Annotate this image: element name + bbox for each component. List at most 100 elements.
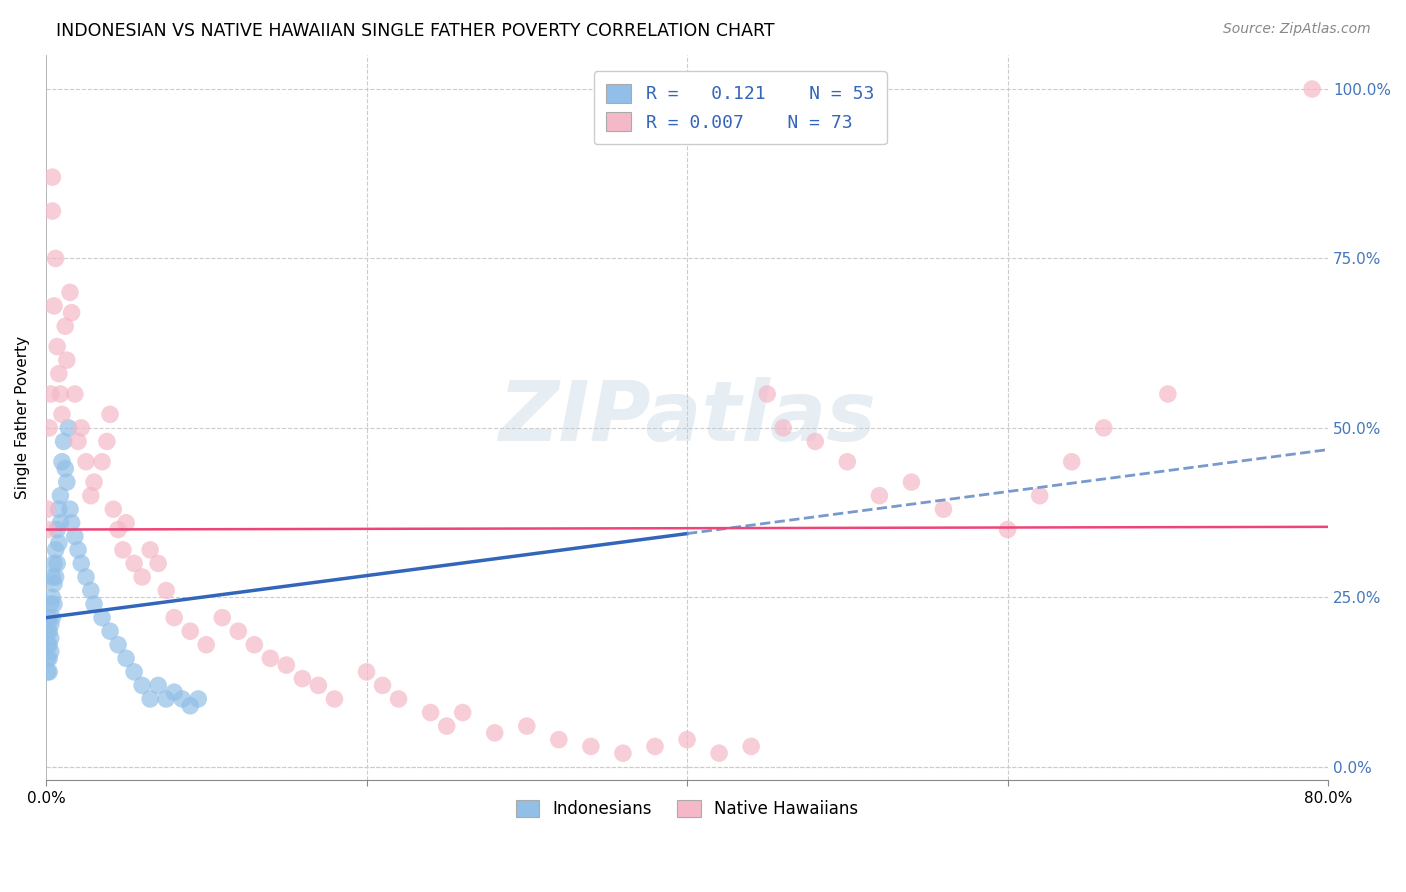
Point bbox=[49, 516, 72, 530]
Point bbox=[91, 610, 114, 624]
Point bbox=[115, 651, 138, 665]
Point bbox=[37, 665, 59, 679]
Point bbox=[51, 407, 73, 421]
Point bbox=[371, 678, 394, 692]
Point bbox=[38, 624, 60, 639]
Point bbox=[60, 306, 83, 320]
Point bbox=[38, 665, 60, 679]
Point bbox=[80, 489, 103, 503]
Text: ZIPatlas: ZIPatlas bbox=[498, 377, 876, 458]
Point bbox=[291, 672, 314, 686]
Point bbox=[66, 542, 89, 557]
Point bbox=[48, 536, 70, 550]
Point bbox=[579, 739, 602, 754]
Point bbox=[163, 610, 186, 624]
Point bbox=[59, 502, 82, 516]
Point bbox=[356, 665, 378, 679]
Point bbox=[37, 638, 59, 652]
Point bbox=[226, 624, 249, 639]
Point bbox=[37, 502, 59, 516]
Point bbox=[1060, 455, 1083, 469]
Point bbox=[56, 475, 79, 489]
Point bbox=[187, 692, 209, 706]
Point bbox=[163, 685, 186, 699]
Point bbox=[98, 407, 121, 421]
Point bbox=[38, 651, 60, 665]
Point bbox=[612, 746, 634, 760]
Point bbox=[107, 638, 129, 652]
Text: Source: ZipAtlas.com: Source: ZipAtlas.com bbox=[1223, 22, 1371, 37]
Legend: Indonesians, Native Hawaiians: Indonesians, Native Hawaiians bbox=[508, 791, 866, 826]
Point bbox=[98, 624, 121, 639]
Point bbox=[42, 299, 65, 313]
Point bbox=[155, 583, 177, 598]
Point bbox=[740, 739, 762, 754]
Point bbox=[804, 434, 827, 449]
Point bbox=[80, 583, 103, 598]
Point bbox=[932, 502, 955, 516]
Point bbox=[59, 285, 82, 300]
Point bbox=[63, 529, 86, 543]
Point bbox=[37, 624, 59, 639]
Point bbox=[179, 698, 201, 713]
Point bbox=[41, 170, 63, 185]
Point bbox=[41, 570, 63, 584]
Point bbox=[70, 421, 93, 435]
Point bbox=[211, 610, 233, 624]
Point bbox=[38, 638, 60, 652]
Point bbox=[900, 475, 922, 489]
Point bbox=[49, 387, 72, 401]
Point bbox=[146, 678, 169, 692]
Point bbox=[53, 461, 76, 475]
Point bbox=[172, 692, 194, 706]
Point bbox=[1157, 387, 1180, 401]
Point bbox=[756, 387, 779, 401]
Point bbox=[837, 455, 859, 469]
Point bbox=[131, 678, 153, 692]
Point bbox=[66, 434, 89, 449]
Point bbox=[139, 542, 162, 557]
Point bbox=[37, 651, 59, 665]
Point bbox=[103, 502, 125, 516]
Point bbox=[451, 706, 474, 720]
Point bbox=[39, 644, 62, 658]
Point bbox=[107, 523, 129, 537]
Point bbox=[51, 455, 73, 469]
Point bbox=[53, 319, 76, 334]
Point bbox=[644, 739, 666, 754]
Point bbox=[243, 638, 266, 652]
Point bbox=[39, 617, 62, 632]
Point bbox=[52, 434, 75, 449]
Point bbox=[419, 706, 441, 720]
Point bbox=[46, 340, 69, 354]
Point bbox=[195, 638, 218, 652]
Point bbox=[1301, 82, 1323, 96]
Point bbox=[179, 624, 201, 639]
Point bbox=[56, 353, 79, 368]
Point bbox=[83, 475, 105, 489]
Point bbox=[37, 523, 59, 537]
Point bbox=[49, 489, 72, 503]
Point bbox=[70, 557, 93, 571]
Point bbox=[868, 489, 890, 503]
Point bbox=[122, 665, 145, 679]
Point bbox=[42, 597, 65, 611]
Point bbox=[41, 204, 63, 219]
Point bbox=[307, 678, 329, 692]
Point bbox=[91, 455, 114, 469]
Point bbox=[75, 455, 97, 469]
Point bbox=[997, 523, 1019, 537]
Point bbox=[45, 542, 67, 557]
Text: INDONESIAN VS NATIVE HAWAIIAN SINGLE FATHER POVERTY CORRELATION CHART: INDONESIAN VS NATIVE HAWAIIAN SINGLE FAT… bbox=[56, 22, 775, 40]
Point bbox=[676, 732, 699, 747]
Point bbox=[387, 692, 409, 706]
Point bbox=[48, 367, 70, 381]
Point bbox=[484, 726, 506, 740]
Point bbox=[46, 523, 69, 537]
Point bbox=[39, 387, 62, 401]
Point bbox=[516, 719, 538, 733]
Point bbox=[75, 570, 97, 584]
Point bbox=[45, 570, 67, 584]
Point bbox=[276, 658, 298, 673]
Point bbox=[83, 597, 105, 611]
